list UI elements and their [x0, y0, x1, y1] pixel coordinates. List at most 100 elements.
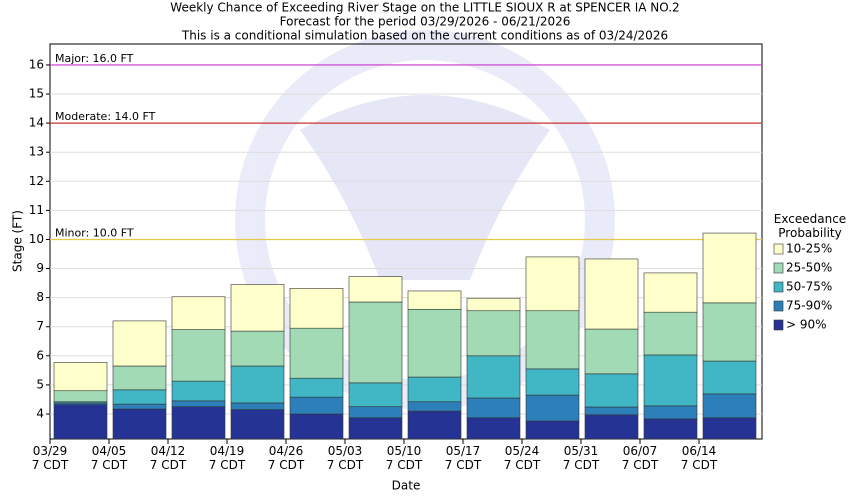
bar-segment [525, 394, 580, 422]
bar-segment [525, 310, 580, 370]
bar-segment [171, 296, 226, 330]
legend-swatch [773, 262, 784, 274]
bar-segment [53, 362, 108, 392]
x-tick-label: 04/05 7 CDT [90, 444, 128, 472]
x-tick-label: 05/10 7 CDT [385, 444, 423, 472]
bar-segment [525, 420, 580, 440]
x-tick-label: 04/19 7 CDT [208, 444, 246, 472]
x-tick-label: 05/17 7 CDT [444, 444, 482, 472]
bar-segment [348, 276, 403, 303]
legend-swatch [773, 300, 784, 312]
x-tick-label: 05/31 7 CDT [562, 444, 600, 472]
bar-segment [230, 409, 285, 440]
bar-segment [643, 354, 698, 407]
y-tick-label: 14 [29, 116, 44, 130]
bar-segment [525, 256, 580, 312]
y-tick-label: 9 [36, 261, 44, 275]
legend-swatch [773, 319, 784, 331]
y-tick-label: 10 [29, 232, 44, 246]
y-axis-label: Stage (FT) [11, 210, 25, 272]
plot-area [49, 43, 763, 440]
bar-segment [348, 406, 403, 419]
y-tick-label: 12 [29, 174, 44, 188]
chart-note: This is a conditional simulation based o… [181, 29, 668, 43]
bar-segment [171, 329, 226, 382]
bar-segment [643, 418, 698, 440]
bar-segment [53, 404, 108, 440]
bar-segment [171, 400, 226, 408]
bar-segment [112, 320, 167, 367]
bar-segment [112, 403, 167, 410]
bar-segment [230, 284, 285, 332]
bar-segment [112, 389, 167, 405]
x-tick-label: 03/29 7 CDT [31, 444, 69, 472]
bar-segment [112, 365, 167, 391]
bar-segment [702, 232, 757, 304]
bar-segment [702, 302, 757, 362]
bar-segment [230, 330, 285, 367]
legend-title: Exceedance Probability [773, 212, 847, 240]
x-tick-label: 05/03 7 CDT [326, 444, 364, 472]
bar-segment [702, 417, 757, 440]
bar-segment [407, 308, 462, 378]
x-tick-label: 05/24 7 CDT [503, 444, 541, 472]
bar-segment [348, 417, 403, 440]
bar-segment [230, 365, 285, 404]
bar-segment [289, 327, 344, 379]
legend-swatch [773, 243, 784, 255]
bar-segment [466, 310, 521, 357]
y-tick-label: 7 [36, 319, 44, 333]
bar-segment [584, 258, 639, 330]
bar-segment [584, 414, 639, 440]
bar-segment [407, 290, 462, 310]
bar-segment [702, 393, 757, 419]
x-tick-label: 06/14 7 CDT [680, 444, 718, 472]
x-tick-label: 06/07 7 CDT [621, 444, 659, 472]
bar-segment [407, 401, 462, 412]
bar-segment [466, 417, 521, 440]
bar-segment [230, 402, 285, 410]
y-tick-label: 11 [29, 203, 44, 217]
bar-segment [702, 360, 757, 395]
bar-segment [643, 405, 698, 420]
y-tick-label: 4 [36, 406, 44, 420]
legend-label: 10-25% [786, 242, 832, 256]
bar-segment [289, 288, 344, 329]
bar-segment [525, 368, 580, 396]
bar-segment [407, 410, 462, 440]
bar-segment [53, 390, 108, 403]
bar-segment [643, 272, 698, 313]
bar-segment [289, 377, 344, 398]
bar-segment [171, 406, 226, 440]
x-axis-label: Date [392, 479, 421, 493]
threshold-label: Major: 16.0 FT [55, 52, 134, 65]
y-tick-label: 15 [29, 87, 44, 101]
chart-subtitle: Forecast for the period 03/29/2026 - 06/… [280, 15, 571, 29]
threshold-label: Moderate: 14.0 FT [55, 110, 156, 123]
legend-label: 25-50% [786, 261, 832, 275]
bar-segment [466, 397, 521, 419]
bar-segment [466, 355, 521, 399]
bar-segment [112, 408, 167, 440]
chart-title: Weekly Chance of Exceeding River Stage o… [170, 1, 679, 15]
legend-label: 75-90% [786, 299, 832, 313]
legend-label: > 90% [786, 318, 827, 332]
legend-label: 50-75% [786, 280, 832, 294]
x-tick-label: 04/12 7 CDT [149, 444, 187, 472]
threshold-label: Minor: 10.0 FT [55, 226, 134, 239]
legend-swatch [773, 281, 784, 293]
bar-segment [348, 382, 403, 408]
bar-segment [584, 406, 639, 416]
bar-segment [643, 311, 698, 356]
bar-segment [348, 301, 403, 384]
bar-segment [584, 373, 639, 408]
bar-segment [289, 413, 344, 440]
y-tick-label: 6 [36, 348, 44, 362]
y-tick-label: 5 [36, 377, 44, 391]
bar-segment [584, 328, 639, 375]
y-tick-label: 13 [29, 145, 44, 159]
y-tick-label: 16 [29, 57, 44, 71]
y-tick-label: 8 [36, 290, 44, 304]
